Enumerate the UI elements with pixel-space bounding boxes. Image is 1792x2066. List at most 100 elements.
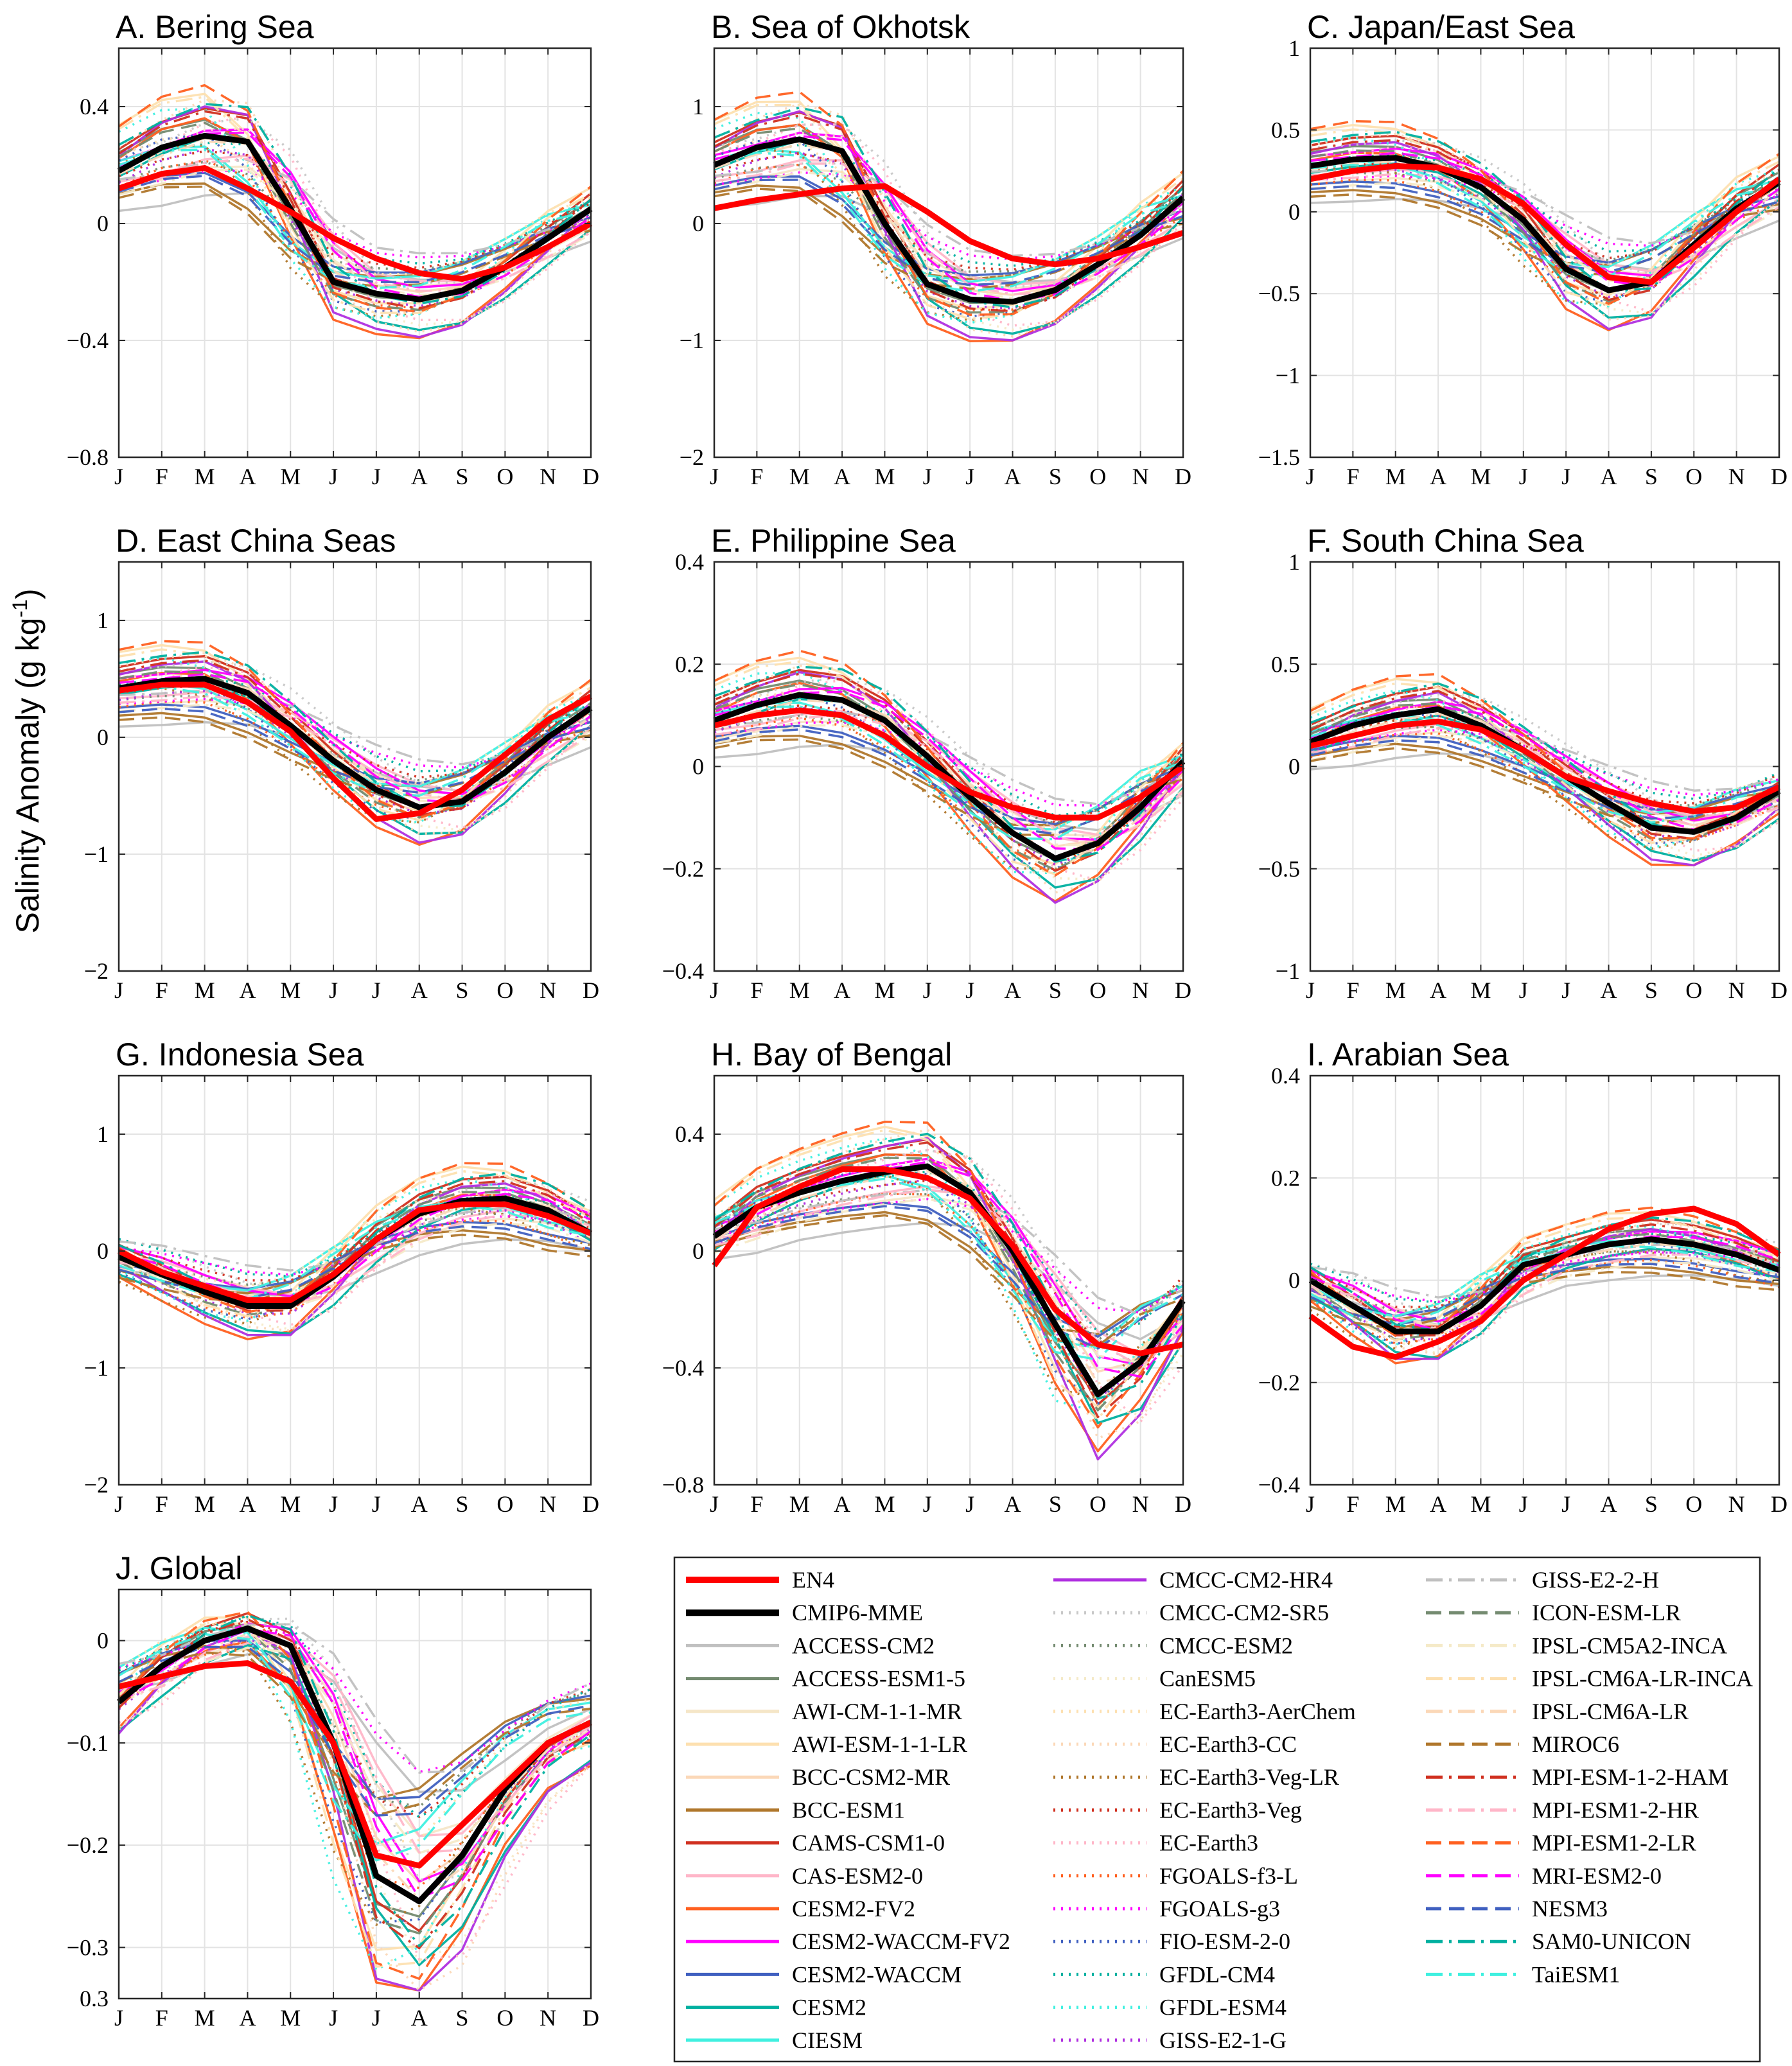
model-line-ipsl-cm5a2-inca bbox=[118, 1647, 592, 1855]
legend-item: CMIP6-MME bbox=[686, 1600, 923, 1625]
x-tick-label: S bbox=[1645, 1491, 1658, 1517]
model-line-taiesm1 bbox=[118, 685, 592, 797]
x-tick-label: J bbox=[1306, 1491, 1315, 1517]
y-tick-label: 0.4 bbox=[675, 549, 704, 575]
legend-item: CMCC-CM2-SR5 bbox=[1053, 1600, 1329, 1625]
x-tick-label: M bbox=[195, 2005, 215, 2031]
legend-item: IPSL-CM5A2-INCA bbox=[1426, 1633, 1727, 1658]
plot-area bbox=[714, 1076, 1183, 1485]
x-tick-label: A bbox=[411, 2005, 428, 2031]
model-line-ec-earth3-aerchem bbox=[1310, 705, 1780, 810]
legend-item: MPI-ESM1-2-HR bbox=[1426, 1797, 1699, 1823]
model-line-gfdl-cm4 bbox=[714, 696, 1184, 817]
model-line-mpi-esm1-2-lr bbox=[1310, 672, 1780, 840]
series-en4 bbox=[1308, 1205, 1781, 1360]
legend-label: EN4 bbox=[792, 1567, 834, 1593]
x-tick-label: J bbox=[923, 1491, 932, 1517]
model-line-sam0-unicon bbox=[714, 665, 1184, 863]
x-tick-label: J bbox=[923, 464, 932, 489]
legend-item: GFDL-ESM4 bbox=[1053, 1995, 1287, 2020]
series-cmip6-mme bbox=[1308, 1236, 1780, 1335]
model-line-cesm2-fv2 bbox=[714, 123, 1184, 342]
legend-item: IPSL-CM6A-LR bbox=[1426, 1699, 1689, 1724]
series-cmip6-mme bbox=[712, 1163, 1186, 1397]
y-tick-label: −1 bbox=[1276, 363, 1300, 389]
model-line-miroc6 bbox=[118, 716, 592, 797]
model-line-bcc-esm1 bbox=[714, 1211, 1184, 1336]
legend-label: BCC-ESM1 bbox=[792, 1797, 905, 1823]
x-tick-label: J bbox=[965, 977, 974, 1003]
model-line-mpi-esm1-2-hr bbox=[714, 162, 1184, 296]
legend-label: ICON-ESM-LR bbox=[1532, 1600, 1681, 1625]
legend-item: EC-Earth3-Veg-LR bbox=[1053, 1764, 1339, 1790]
panel-title: G. Indonesia Sea bbox=[116, 1037, 364, 1072]
model-line-ciesm bbox=[1310, 1239, 1780, 1318]
panel-title: A. Bering Sea bbox=[116, 9, 314, 45]
model-line-taiesm1 bbox=[118, 1204, 592, 1300]
axes-box bbox=[118, 1588, 592, 2000]
legend-item: TaiESM1 bbox=[1426, 1961, 1620, 1987]
x-tick-label: A bbox=[1005, 464, 1021, 489]
series-en4 bbox=[1309, 718, 1780, 815]
model-line-ipsl-cm6a-lr-inca bbox=[714, 660, 1184, 875]
y-tick-label: 1 bbox=[1288, 35, 1300, 61]
legend: EN4 CMIP6-MME ACCESS-CM2 ACCESS-ESM1-5 AWI-C… bbox=[673, 1556, 1761, 2063]
x-tick-label: D bbox=[583, 977, 599, 1003]
y-tick-label: −0.4 bbox=[1258, 1472, 1300, 1498]
legend-item: ACCESS-ESM1-5 bbox=[686, 1666, 965, 1692]
x-tick-label: S bbox=[1645, 464, 1658, 489]
x-tick-label: J bbox=[710, 464, 719, 489]
model-line-gfdl-cm4 bbox=[118, 141, 592, 265]
y-tick-label: 0.2 bbox=[1271, 1165, 1300, 1191]
legend-item: ICON-ESM-LR bbox=[1426, 1600, 1681, 1625]
x-tick-label: N bbox=[1132, 1491, 1149, 1517]
model-line-fio-esm-2-0 bbox=[1310, 1242, 1780, 1345]
legend-item: CESM2-FV2 bbox=[686, 1896, 915, 1922]
y-tick-label: −0.8 bbox=[662, 1472, 704, 1498]
model-line-fgoals-f3-l bbox=[714, 1193, 1184, 1394]
x-tick-label: M bbox=[1385, 977, 1406, 1003]
model-line-giss-e2-2-h bbox=[1310, 1243, 1780, 1299]
y-tick-label: 0 bbox=[1288, 1268, 1300, 1293]
panel-7: J F M A M J J A S O N D10−1−2G. Indonesia Sea bbox=[84, 1037, 599, 1517]
x-tick-label: M bbox=[280, 1491, 301, 1517]
x-tick-label: J bbox=[965, 464, 974, 489]
panel-title: B. Sea of Okhotsk bbox=[711, 9, 971, 45]
model-line-awi-esm-1-1-lr bbox=[714, 656, 1184, 866]
model-line-giss-e2-1-g bbox=[118, 148, 592, 308]
model-line-canesm5 bbox=[714, 1157, 1184, 1417]
y-tick-label: −0.1 bbox=[67, 1730, 109, 1756]
panel-9: J F M A M J J A S O N D0.40.20−0.2−0.4I. Arabian Se… bbox=[1258, 1037, 1788, 1517]
panel-title: E. Philippine Sea bbox=[711, 523, 956, 559]
legend-item: BCC-CSM2-MR bbox=[686, 1764, 950, 1790]
panel-title: F. South China Sea bbox=[1307, 523, 1584, 559]
legend-label: BCC-CSM2-MR bbox=[792, 1764, 950, 1790]
x-tick-label: A bbox=[239, 1491, 256, 1517]
legend-label: IPSL-CM6A-LR bbox=[1532, 1699, 1689, 1724]
x-tick-label: N bbox=[1728, 464, 1745, 489]
series-en4 bbox=[118, 681, 593, 822]
x-tick-label: J bbox=[1306, 464, 1315, 489]
x-tick-label: J bbox=[710, 977, 719, 1003]
model-line-ipsl-cm6a-lr-inca bbox=[118, 1169, 592, 1318]
x-tick-label: N bbox=[540, 2005, 556, 2031]
legend-label: MIROC6 bbox=[1532, 1731, 1619, 1757]
y-tick-label: 0 bbox=[97, 1238, 109, 1264]
axes-box bbox=[118, 47, 592, 459]
model-line-fgoals-g3 bbox=[1310, 175, 1780, 247]
panel-3: J F M A M J J A S O N D10.50−0.5−1−1.5C. Japan/East… bbox=[1258, 9, 1788, 489]
legend-label: TaiESM1 bbox=[1532, 1961, 1620, 1987]
legend-label: CanESM5 bbox=[1159, 1666, 1256, 1692]
legend-label: NESM3 bbox=[1532, 1896, 1608, 1922]
legend-item: EC-Earth3 bbox=[1053, 1830, 1258, 1856]
model-line-ec-earth3-cc bbox=[1310, 132, 1780, 321]
y-tick-label: 1 bbox=[1288, 549, 1300, 575]
model-line-ec-earth3-veg bbox=[1310, 714, 1780, 805]
model-line-mpi-esm1-2-hr bbox=[118, 157, 592, 292]
axes-box bbox=[118, 1074, 592, 1486]
x-tick-label: A bbox=[1430, 977, 1446, 1003]
model-line-giss-e2-1-g bbox=[714, 1178, 1184, 1399]
x-tick-label: F bbox=[155, 977, 168, 1003]
legend-label: CMCC-CM2-HR4 bbox=[1159, 1567, 1333, 1593]
y-tick-label: 0.4 bbox=[80, 94, 109, 119]
